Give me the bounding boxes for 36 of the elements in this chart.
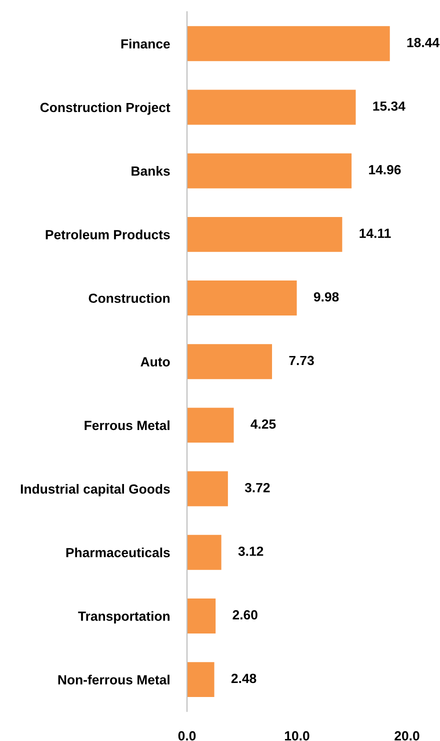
data-label: 7.73 bbox=[289, 356, 314, 366]
bar bbox=[187, 471, 228, 506]
data-label: 2.60 bbox=[232, 610, 258, 620]
data-label: 3.72 bbox=[244, 482, 270, 492]
bar bbox=[187, 280, 297, 316]
y-tick-label: Transportation bbox=[78, 611, 170, 624]
y-tick-label: Banks bbox=[132, 166, 170, 176]
y-tick-label: Construction bbox=[88, 293, 170, 303]
y-tick-label: Pharmaceuticals bbox=[66, 548, 170, 558]
data-label: 14.96 bbox=[369, 165, 401, 174]
y-tick-label: Ferrous Metal bbox=[84, 420, 170, 430]
bar bbox=[187, 26, 390, 62]
x-tick-label: 10.0 bbox=[284, 731, 310, 740]
y-tick-label: Industrial capital Goods bbox=[20, 484, 170, 496]
y-tick-label: Auto bbox=[140, 357, 170, 367]
data-label: 18.44 bbox=[407, 38, 440, 48]
data-label: 14.11 bbox=[360, 228, 391, 238]
bar bbox=[187, 662, 214, 698]
data-label: 9.98 bbox=[314, 292, 339, 302]
data-label: 4.25 bbox=[250, 419, 276, 429]
x-tick-label: 20.0 bbox=[394, 731, 420, 740]
bar bbox=[187, 534, 222, 570]
y-tick-label: Petroleum Products bbox=[46, 230, 170, 240]
y-tick-label: Finance bbox=[121, 38, 170, 49]
y-tick-label: Non-ferrous Metal bbox=[58, 674, 170, 684]
data-label: 15.34 bbox=[373, 101, 406, 111]
data-label: 2.48 bbox=[231, 674, 256, 684]
bar bbox=[187, 153, 352, 188]
bar bbox=[187, 344, 272, 380]
bar bbox=[187, 216, 342, 252]
bar bbox=[187, 90, 356, 125]
bar bbox=[187, 408, 234, 443]
bar bbox=[187, 598, 216, 634]
data-label: 3.12 bbox=[238, 546, 264, 556]
y-tick-label: Construction Project bbox=[40, 102, 170, 115]
x-tick-label: 0.0 bbox=[178, 731, 196, 740]
